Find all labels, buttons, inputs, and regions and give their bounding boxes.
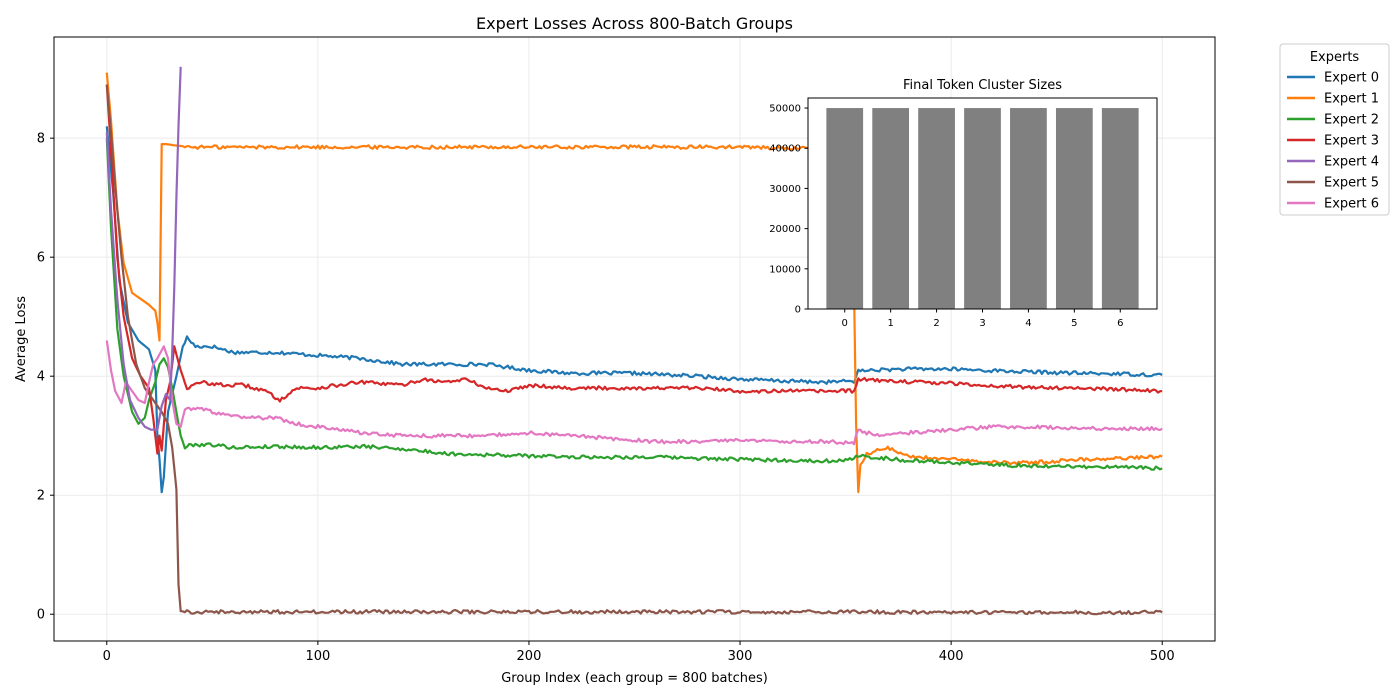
cluster-bar-6 xyxy=(1101,108,1139,309)
x-tick-label: 300 xyxy=(728,649,753,664)
inset-y-tick-label: 0 xyxy=(795,305,801,316)
inset-x-tick-label: 6 xyxy=(1117,318,1123,329)
cluster-bar-1 xyxy=(872,108,910,309)
x-tick-label: 0 xyxy=(103,649,111,664)
inset-y-axis-ticks: 0 10000 20000 30000 40000 50000 xyxy=(769,104,808,316)
cluster-bar-5 xyxy=(1055,108,1093,309)
x-tick-label: 400 xyxy=(939,649,964,664)
x-tick-label: 500 xyxy=(1150,649,1175,664)
inset-y-tick-label: 20000 xyxy=(769,224,801,235)
inset-chart-title: Final Token Cluster Sizes xyxy=(903,78,1062,93)
legend-label-expert-6: Expert 6 xyxy=(1324,197,1379,212)
series-line-expert-4 xyxy=(105,66,182,431)
legend: Experts Expert 0 Expert 1 Expert 2 Expert 3… xyxy=(1279,43,1390,216)
inset-y-tick-label: 40000 xyxy=(769,144,801,155)
inset-x-tick-label: 2 xyxy=(933,318,939,329)
series-line-expert-3 xyxy=(105,84,1163,455)
y-tick-label: 8 xyxy=(37,132,45,147)
legend-title: Experts xyxy=(1310,50,1360,65)
y-tick-label: 4 xyxy=(37,370,45,385)
main-series-group xyxy=(105,66,1163,616)
series-line-expert-2 xyxy=(105,138,1163,471)
inset-x-axis-ticks: 0 1 2 3 4 5 6 xyxy=(842,309,1123,329)
main-y-axis-label: Average Loss xyxy=(14,296,29,382)
cluster-bar-2 xyxy=(918,108,955,309)
legend-label-expert-5: Expert 5 xyxy=(1324,176,1379,191)
inset-x-tick-label: 1 xyxy=(887,318,893,329)
legend-label-expert-4: Expert 4 xyxy=(1324,155,1379,170)
x-tick-label: 200 xyxy=(517,649,542,664)
main-y-axis-ticks: 0 2 4 6 8 xyxy=(37,132,54,623)
legend-label-expert-3: Expert 3 xyxy=(1324,134,1379,149)
legend-label-expert-0: Expert 0 xyxy=(1324,71,1379,86)
inset-y-tick-label: 50000 xyxy=(769,104,801,115)
inset-y-tick-label: 30000 xyxy=(769,184,801,195)
y-tick-label: 6 xyxy=(37,251,45,266)
inset-x-tick-label: 3 xyxy=(979,318,985,329)
cluster-bar-0 xyxy=(826,108,864,309)
legend-box xyxy=(1279,43,1390,216)
inset-bars-group xyxy=(826,108,1139,309)
inset-x-tick-label: 4 xyxy=(1025,318,1031,329)
inset-x-tick-label: 0 xyxy=(842,318,848,329)
legend-label-expert-1: Expert 1 xyxy=(1324,92,1379,107)
series-line-expert-6 xyxy=(105,340,1163,446)
main-x-axis-ticks: 0 100 200 300 400 500 xyxy=(103,641,1175,664)
series-line-expert-5 xyxy=(105,84,1163,616)
main-plot-frame xyxy=(53,36,1216,642)
inset-y-tick-label: 10000 xyxy=(769,264,801,275)
main-chart-title: Expert Losses Across 800-Batch Groups xyxy=(476,14,793,33)
cluster-bar-3 xyxy=(964,108,1001,309)
inset-x-tick-label: 5 xyxy=(1071,318,1077,329)
cluster-bar-4 xyxy=(1010,108,1047,309)
y-tick-label: 0 xyxy=(37,608,45,623)
legend-label-expert-2: Expert 2 xyxy=(1324,113,1379,128)
y-tick-label: 2 xyxy=(37,489,45,504)
series-line-expert-0 xyxy=(105,126,1163,494)
legend-entries: Expert 0 Expert 1 Expert 2 Expert 3 Expert 4… xyxy=(1287,71,1379,212)
main-x-axis-label: Group Index (each group = 800 batches) xyxy=(501,671,768,686)
x-tick-label: 100 xyxy=(305,649,330,664)
